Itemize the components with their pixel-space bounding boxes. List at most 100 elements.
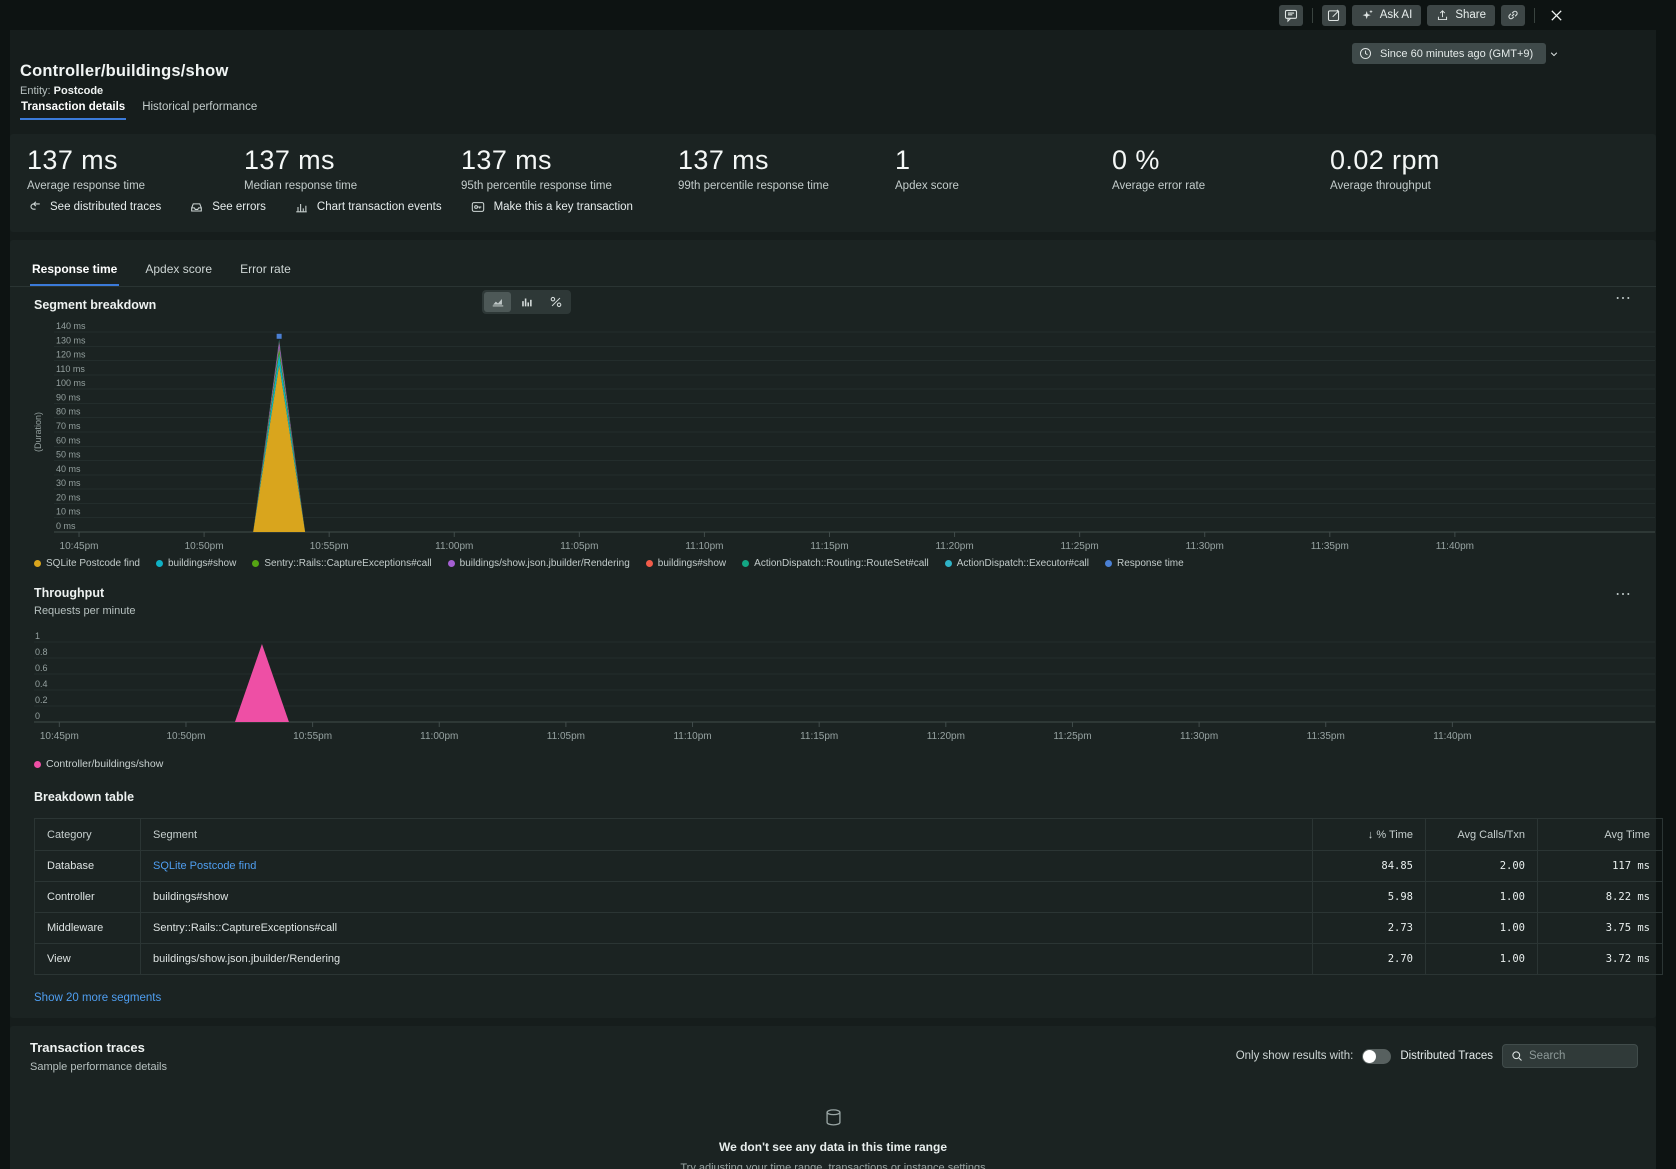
y-axis-label: 80 ms (56, 407, 81, 417)
breakdown-table: CategorySegment↓ % TimeAvg Calls/TxnAvg … (34, 818, 1663, 975)
metric-7: 0.02 rpmAverage throughput (1330, 144, 1440, 192)
feedback-button[interactable] (1279, 5, 1303, 26)
y-axis-label: 0 (35, 711, 40, 721)
x-axis-label: 11:15pm (810, 541, 848, 552)
legend-color-dot (1105, 560, 1112, 567)
transaction-traces-card: Transaction traces Sample performance de… (10, 1026, 1656, 1169)
see-errors-link[interactable]: See errors (189, 200, 266, 214)
y-axis-label: 70 ms (56, 421, 81, 431)
x-axis-label: 11:15pm (800, 731, 838, 742)
y-axis-title: (Duration) (33, 412, 43, 452)
x-axis-label: 10:55pm (293, 731, 332, 742)
avg-time-cell: 3.75 ms (1538, 913, 1663, 944)
y-axis-label: 130 ms (56, 335, 86, 345)
metric-label: Median response time (244, 180, 357, 192)
x-axis-label: 11:00pm (420, 731, 458, 742)
segment-link[interactable]: SQLite Postcode find (153, 860, 256, 872)
segment-breakdown-legend: SQLite Postcode find buildings#show Sentry… (34, 558, 1184, 569)
page-tabs: Transaction details Historical performan… (20, 101, 258, 120)
compose-note-icon (1327, 8, 1341, 23)
y-axis-label: 10 ms (56, 507, 81, 517)
percent-toggle[interactable] (542, 292, 569, 312)
legend-item[interactable]: buildings#show (156, 558, 236, 569)
distributed-traces-toggle[interactable] (1362, 1049, 1391, 1064)
avg-calls-cell: 1.00 (1426, 944, 1538, 975)
empty-state-subtitle: Try adjusting your time range, transacti… (10, 1162, 1656, 1169)
column-header-time[interactable]: ↓ % Time (1313, 819, 1426, 851)
entity-value: Postcode (54, 85, 104, 97)
legend-item[interactable]: Sentry::Rails::CaptureExceptions#call (252, 558, 431, 569)
bar-chart-toggle[interactable] (513, 292, 540, 312)
ellipsis-icon: ⋯ (1615, 586, 1632, 603)
entity-label: Entity: (20, 85, 51, 97)
response-time-marker (277, 334, 282, 339)
distributed-traces-label: Distributed Traces (1400, 1050, 1493, 1062)
x-axis-label: 11:40pm (1436, 541, 1474, 552)
tab-response-time[interactable]: Response time (30, 262, 119, 286)
legend-item[interactable]: ActionDispatch::Executor#call (945, 558, 1089, 569)
avg-time-cell: 8.22 ms (1538, 882, 1663, 913)
errors-inbox-icon (189, 200, 204, 214)
legend-label: Controller/buildings/show (46, 758, 163, 770)
throughput-chart-svg: 00.20.40.60.8110:45pm10:50pm10:55pm11:00… (10, 630, 1656, 752)
area-chart-toggle[interactable] (484, 292, 511, 312)
share-button[interactable]: Share (1427, 5, 1495, 26)
legend-item[interactable]: Controller/buildings/show (34, 758, 163, 770)
show-more-segments-link[interactable]: Show 20 more segments (34, 992, 161, 1004)
transaction-details-screen: Ask AI Share Since 60 minutes ago (GMT+9… (0, 0, 1676, 1169)
notes-button[interactable] (1322, 5, 1346, 26)
y-axis-label: 100 ms (56, 378, 86, 388)
table-row: DatabaseSQLite Postcode find84.852.00117… (35, 851, 1663, 882)
legend-color-dot (156, 560, 163, 567)
legend-item[interactable]: SQLite Postcode find (34, 558, 140, 569)
share-label: Share (1455, 9, 1486, 21)
tab-historical-performance[interactable]: Historical performance (141, 101, 258, 120)
y-axis-label: 140 ms (56, 321, 86, 331)
tab-apdex-score[interactable]: Apdex score (143, 262, 214, 286)
traces-filter-row: Only show results with: Distributed Trac… (1236, 1044, 1638, 1068)
comment-icon (1284, 8, 1298, 23)
see-distributed-traces-link[interactable]: See distributed traces (27, 200, 161, 214)
percent-icon (548, 295, 564, 309)
x-axis-label: 11:20pm (927, 731, 965, 742)
throughput-menu-button[interactable]: ⋯ (1615, 590, 1632, 600)
category-cell: Database (35, 851, 141, 882)
column-header-avg-time[interactable]: Avg Time (1538, 819, 1663, 851)
make-this-a-key-transaction-link[interactable]: Make this a key transaction (470, 200, 633, 214)
category-cell: View (35, 944, 141, 975)
time-range-picker[interactable]: Since 60 minutes ago (GMT+9) (1352, 43, 1546, 64)
table-row: Controllerbuildings#show5.981.008.22 ms (35, 882, 1663, 913)
legend-item[interactable]: ActionDispatch::Routing::RouteSet#call (742, 558, 929, 569)
x-axis-label: 10:50pm (167, 731, 206, 742)
segment-breakdown-menu-button[interactable]: ⋯ (1615, 294, 1632, 304)
legend-item[interactable]: buildings/show.json.jbuilder/Rendering (448, 558, 630, 569)
table-row: MiddlewareSentry::Rails::CaptureExceptio… (35, 913, 1663, 944)
metric-value: 1 (895, 144, 959, 177)
tab-error-rate[interactable]: Error rate (238, 262, 293, 286)
topbar-actions: Ask AI Share (1279, 4, 1568, 26)
x-axis-label: 10:55pm (310, 541, 349, 552)
legend-item[interactable]: buildings#show (646, 558, 726, 569)
legend-item[interactable]: Response time (1105, 558, 1184, 569)
avg-time-cell: 3.72 ms (1538, 944, 1663, 975)
traces-search-box (1502, 1044, 1638, 1068)
legend-label: ActionDispatch::Executor#call (957, 558, 1089, 569)
y-axis-label: 0.6 (35, 663, 48, 673)
chart-transaction-events-link[interactable]: Chart transaction events (294, 200, 442, 214)
segment-cell: buildings/show.json.jbuilder/Rendering (141, 944, 1313, 975)
copy-link-button[interactable] (1501, 5, 1525, 26)
column-header-segment[interactable]: Segment (141, 819, 1313, 851)
segment-cell: SQLite Postcode find (141, 851, 1313, 882)
segment-breakdown-chart-svg: 0 ms10 ms20 ms30 ms40 ms50 ms60 ms70 ms8… (10, 314, 1656, 564)
close-button[interactable] (1544, 5, 1568, 26)
x-axis-label: 11:10pm (673, 731, 711, 742)
tab-transaction-details[interactable]: Transaction details (20, 101, 126, 120)
ask-ai-button[interactable]: Ask AI (1352, 5, 1422, 26)
y-axis-label: 0 ms (56, 521, 76, 531)
column-header-avg-calls-txn[interactable]: Avg Calls/Txn (1426, 819, 1538, 851)
traces-search-input[interactable] (1529, 1050, 1629, 1062)
avg-calls-cell: 1.00 (1426, 882, 1538, 913)
legend-color-dot (34, 560, 41, 567)
column-header-category[interactable]: Category (35, 819, 141, 851)
y-axis-label: 30 ms (56, 478, 81, 488)
